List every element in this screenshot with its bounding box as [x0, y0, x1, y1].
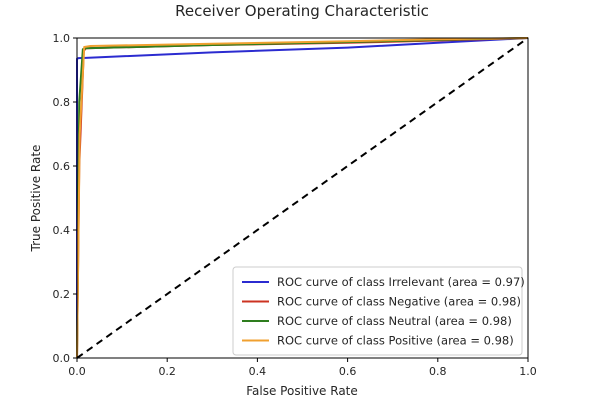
series-lines [76, 37, 529, 359]
series-line-3 [76, 37, 529, 359]
chart-title: Receiver Operating Characteristic [175, 2, 429, 20]
y-tick-label: 0.2 [53, 288, 71, 301]
plot-frame [76, 37, 529, 359]
x-axis-title: False Positive Rate [246, 384, 358, 398]
y-tick-label: 0.0 [53, 352, 71, 365]
y-tick-label: 0.4 [53, 224, 71, 237]
x-tick-label: 0.2 [158, 365, 176, 378]
x-tick-label: 0.0 [68, 365, 86, 378]
legend-entry-0: ROC curve of class Irrelevant (area = 0.… [277, 275, 525, 289]
legend: ROC curve of class Irrelevant (area = 0.… [232, 266, 525, 356]
x-tick-label: 1.0 [519, 365, 537, 378]
x-tick-label: 0.8 [429, 365, 447, 378]
y-tick-label: 0.8 [53, 96, 71, 109]
legend-entry-1: ROC curve of class Negative (area = 0.98… [277, 295, 521, 309]
y-tick-label: 1.0 [53, 32, 71, 45]
y-tick-label: 0.6 [53, 160, 71, 173]
plot-area [76, 37, 529, 359]
y-axis-title: True Positive Rate [29, 145, 43, 253]
x-tick-label: 0.6 [339, 365, 357, 378]
legend-box [232, 266, 523, 356]
x-tick-label: 0.4 [249, 365, 267, 378]
legend-entry-3: ROC curve of class Positive (area = 0.98… [277, 334, 514, 348]
reference-diagonal-line [76, 37, 529, 359]
axis-ticks: 0.0 0.2 0.4 0.6 0.8 1.0 0.0 0.2 0.4 0.6 0.8 1.0 [53, 32, 537, 378]
legend-entry-2: ROC curve of class Neutral (area = 0.98) [277, 314, 512, 328]
